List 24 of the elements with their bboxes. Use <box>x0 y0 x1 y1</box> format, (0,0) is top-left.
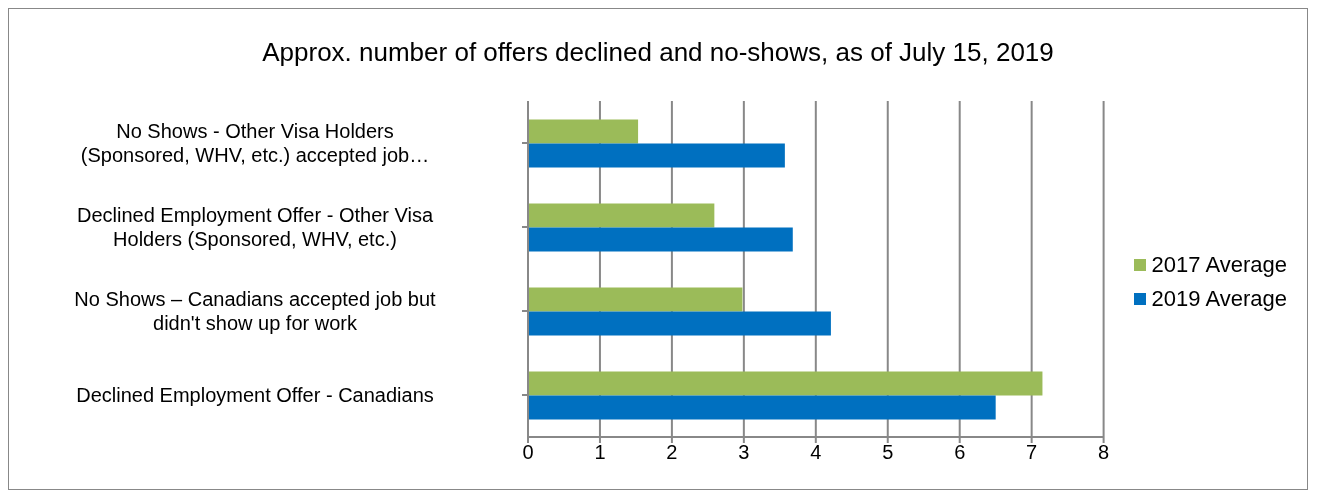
x-tick-label: 0 <box>522 441 534 464</box>
x-tick-label: 7 <box>1026 441 1038 464</box>
legend-label: 2019 Average <box>1151 286 1287 312</box>
x-tick-label: 4 <box>810 441 822 464</box>
x-tick-label: 2 <box>666 441 678 464</box>
bar <box>528 143 785 168</box>
x-tick-label: 8 <box>1098 441 1110 464</box>
y-tick-label: No Shows - Other Visa Holders (Sponsored, WHV, etc.) accepted job… <box>80 120 430 166</box>
x-tick-label: 5 <box>882 441 894 464</box>
bar <box>528 227 793 252</box>
bar <box>528 371 1043 396</box>
y-tick-label: No Shows – Canadians accepted job but didn't show up for work <box>74 288 437 334</box>
bar <box>528 287 743 312</box>
x-tick-label: 6 <box>954 441 966 464</box>
y-tick-label: Declined Employment Offer - Canadians <box>76 384 434 406</box>
chart-title: Approx. number of offers declined and no-shows, as of July 15, 2019 <box>261 37 1055 69</box>
bar <box>528 119 639 144</box>
bar <box>528 311 831 336</box>
bar <box>528 395 996 420</box>
x-tick-label: 1 <box>594 441 606 464</box>
legend-label: 2017 Average <box>1151 252 1287 278</box>
x-tick-label: 3 <box>738 441 750 464</box>
y-tick-label: Declined Employment Offer - Other Visa Holders (Sponsored, WHV, etc.) <box>76 204 434 250</box>
bar <box>528 203 715 228</box>
